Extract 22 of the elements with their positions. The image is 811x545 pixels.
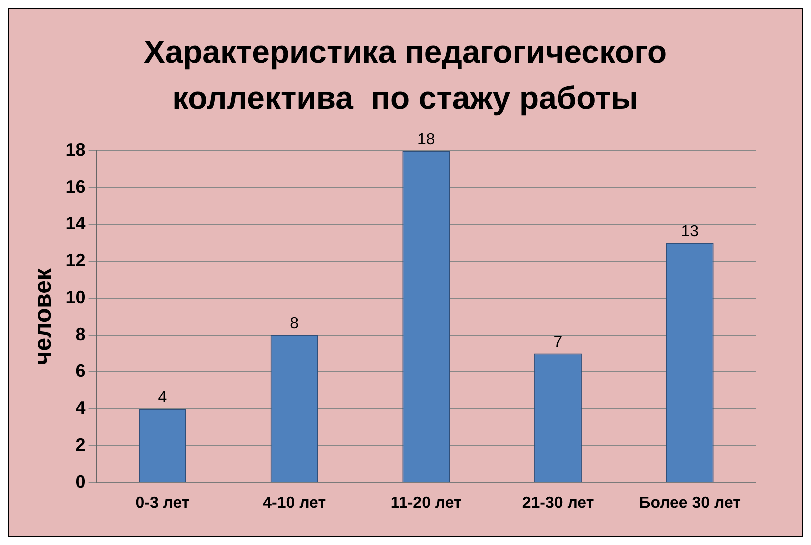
data-label: 18 bbox=[417, 131, 435, 148]
x-tick-label: 0-3 лет bbox=[135, 494, 190, 512]
y-tick-label: 8 bbox=[75, 324, 86, 344]
y-tick-label: 0 bbox=[75, 472, 86, 492]
x-tick-label: 21-30 лет bbox=[522, 494, 594, 512]
x-tick-label: 11-20 лет bbox=[390, 494, 462, 512]
chart-title: Характеристика педагогического коллектива по стажу работы bbox=[142, 33, 668, 118]
data-label: 4 bbox=[158, 389, 167, 406]
y-tick-label: 6 bbox=[75, 361, 86, 382]
data-label: 8 bbox=[290, 316, 299, 333]
x-tick-label: 4-10 лет bbox=[262, 494, 326, 512]
data-label: 13 bbox=[680, 224, 699, 241]
y-tick-label: 12 bbox=[65, 250, 86, 271]
y-tick-label: 2 bbox=[75, 434, 86, 455]
y-tick-label: 18 bbox=[65, 140, 86, 160]
x-tick-label: Более 30 лет bbox=[638, 494, 741, 512]
y-tick-label: 4 bbox=[75, 398, 86, 418]
data-label: 7 bbox=[553, 334, 562, 352]
y-tick-label: 14 bbox=[65, 214, 86, 234]
y-axis-title: человек bbox=[30, 268, 57, 366]
y-tick-label: 10 bbox=[65, 287, 86, 308]
y-tick-label: 16 bbox=[65, 176, 86, 197]
